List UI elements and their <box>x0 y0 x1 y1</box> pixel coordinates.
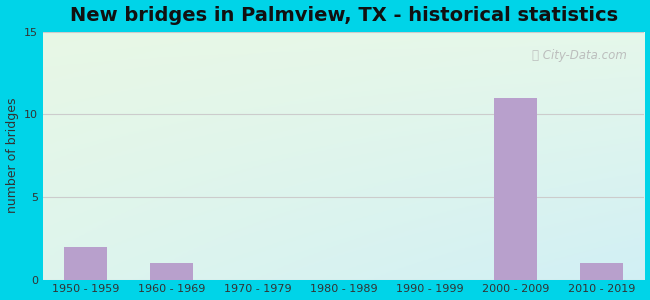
Text: ⓘ City-Data.com: ⓘ City-Data.com <box>532 49 627 62</box>
Y-axis label: number of bridges: number of bridges <box>6 98 19 213</box>
Title: New bridges in Palmview, TX - historical statistics: New bridges in Palmview, TX - historical… <box>70 6 617 25</box>
Bar <box>494 98 537 280</box>
Bar <box>580 263 623 280</box>
Bar <box>150 263 193 280</box>
Bar <box>64 247 107 280</box>
